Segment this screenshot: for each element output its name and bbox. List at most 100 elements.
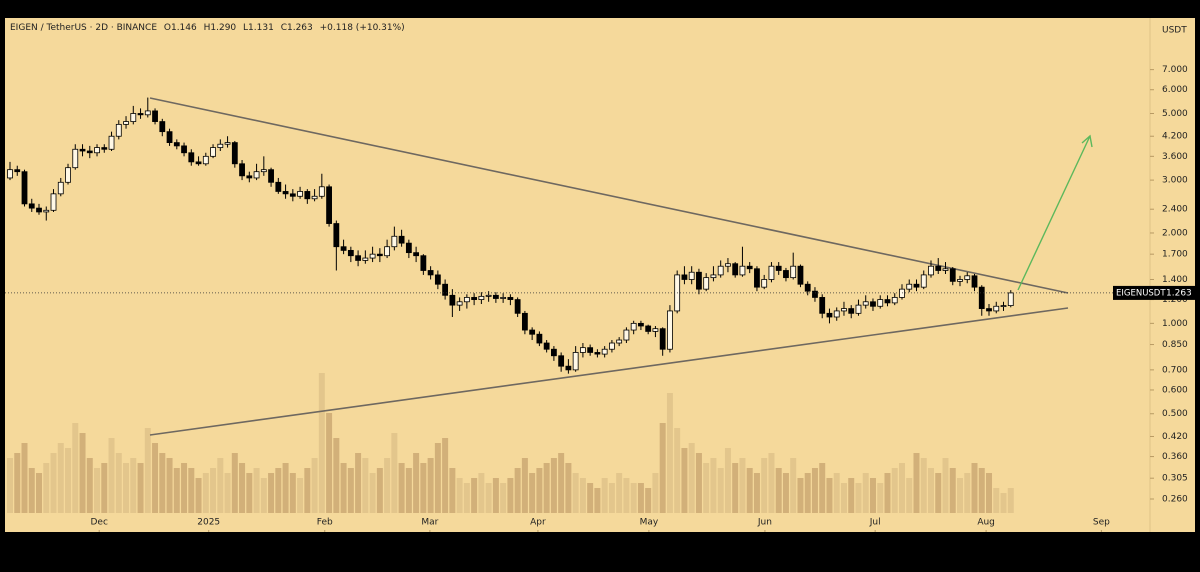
candle-body [848, 308, 855, 314]
volume-bar [376, 468, 383, 513]
candle-body [333, 223, 340, 248]
candle-body [398, 235, 405, 244]
candle-body [667, 310, 673, 350]
volume-bar [224, 473, 231, 513]
volume-bar [978, 468, 985, 513]
volume-bar [94, 468, 101, 513]
volume-bar [688, 443, 695, 513]
candle-body [246, 175, 253, 179]
volume-bar [993, 488, 1000, 513]
y-tick-label: 0.850 [1162, 340, 1188, 350]
candle-body [268, 169, 274, 183]
candle-body [891, 297, 898, 304]
candle-body [166, 131, 173, 143]
candle-body [957, 279, 963, 282]
candle-body [507, 297, 514, 300]
volume-bar [855, 483, 862, 513]
volume-bar [782, 473, 789, 513]
y-tick-label: 1.000 [1162, 319, 1188, 329]
volume-bar [101, 463, 108, 513]
volume-bar [340, 463, 347, 513]
candle-body [297, 191, 303, 197]
volume-bar [797, 478, 804, 513]
chart-header: EIGEN / TetherUS · 2D · BINANCE O1.146 H… [10, 23, 405, 33]
candle-body [239, 163, 245, 177]
x-tick-label: Dec [90, 518, 107, 528]
candle-body [775, 265, 782, 271]
candle-body [841, 308, 847, 312]
volume-bar [949, 468, 956, 513]
volume-bar [137, 463, 144, 513]
volume-bar [891, 468, 898, 513]
volume-bar [717, 468, 724, 513]
volume-bar [710, 458, 717, 513]
volume-bar [384, 458, 391, 513]
y-tick-label: 0.260 [1162, 495, 1188, 505]
candle-body [282, 191, 289, 195]
candle-body [7, 169, 13, 179]
volume-bar [355, 453, 362, 513]
volume-bar [239, 463, 246, 513]
arrow-head [1081, 134, 1093, 148]
candle-body [913, 283, 920, 288]
volume-bar [898, 463, 905, 513]
candle-body [580, 347, 586, 353]
candle-body [369, 253, 376, 259]
candle-body [355, 255, 361, 261]
y-tick-label: 4.200 [1162, 132, 1188, 142]
volume-bar [471, 478, 478, 513]
volume-bar [268, 473, 275, 513]
volume-bar [297, 478, 304, 513]
volume-bar [217, 458, 224, 513]
volume-bar [927, 468, 934, 513]
candle-body [652, 328, 659, 332]
volume-bar [652, 473, 659, 513]
candle-body [536, 333, 543, 344]
price-pane [5, 97, 1150, 374]
volume-bar [565, 463, 572, 513]
y-tick-label: 0.600 [1162, 385, 1188, 395]
candle-body [717, 265, 724, 276]
volume-bar [500, 483, 507, 513]
candle-body [797, 265, 804, 285]
volume-bar [942, 458, 949, 513]
candle-body [21, 171, 28, 205]
candle-body [645, 325, 652, 332]
candle-body [594, 352, 601, 355]
price-axis-unit: USDT [1162, 26, 1187, 36]
volume-bar [906, 478, 913, 513]
volume-bar [65, 448, 72, 513]
volume-bar [398, 463, 405, 513]
volume-bar [521, 458, 528, 513]
volume-bar [507, 478, 514, 513]
volume-bar [579, 478, 586, 513]
y-tick-label: 1.200 [1162, 295, 1188, 305]
close-value: C1.263 [281, 23, 313, 33]
volume-bar [195, 478, 202, 513]
candle-body [870, 301, 876, 307]
volume-bar [558, 453, 565, 513]
volume-bar [790, 458, 797, 513]
volume-bar [543, 463, 550, 513]
volume-bar [7, 458, 14, 513]
volume-bar [826, 478, 833, 513]
lower-trendline [149, 307, 1069, 436]
candle-body [623, 329, 630, 341]
candle-body [449, 294, 456, 306]
candle-body [710, 274, 717, 279]
volume-bar [550, 458, 557, 513]
volume-pane [7, 373, 1014, 513]
volume-bar [210, 468, 217, 513]
candle-body [826, 312, 833, 318]
high-value: H1.290 [204, 23, 237, 33]
y-tick-label: 6.000 [1162, 85, 1188, 95]
y-tick-label: 0.700 [1162, 365, 1188, 375]
x-tick-label: Mar [421, 518, 438, 528]
y-tick-label: 0.360 [1162, 452, 1188, 462]
candle-body [65, 167, 71, 183]
candle-body [152, 110, 158, 122]
candle-body [732, 263, 739, 276]
candle-body [304, 191, 311, 200]
